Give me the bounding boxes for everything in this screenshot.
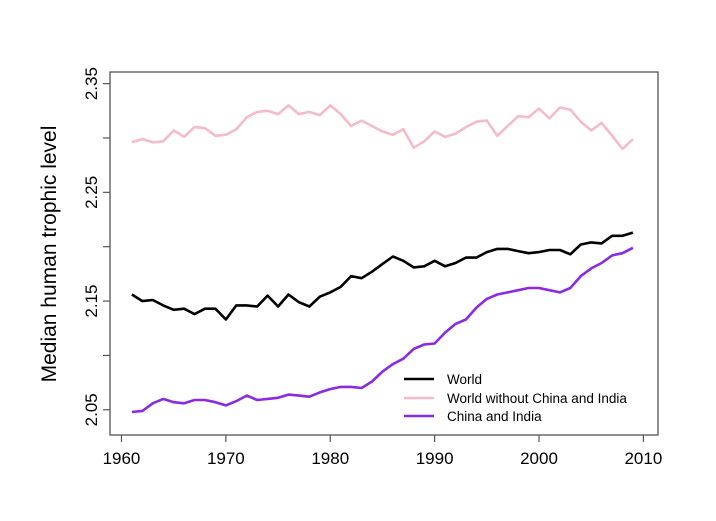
legend: World World without China and India Chin…: [404, 372, 627, 424]
x-tick-label: 2010: [624, 449, 662, 468]
y-tick-label: 2.05: [82, 393, 101, 426]
x-axis: 1960 1970 1980 1990 2000 2010: [103, 435, 662, 468]
series-line-china-and-india: [131, 246, 634, 414]
plot-frame: [109, 71, 659, 436]
x-tick-label: 1980: [311, 449, 349, 468]
y-tick-label: 2.15: [82, 285, 101, 318]
x-tick-label: 1990: [416, 449, 454, 468]
series-lines: [131, 104, 634, 414]
series-line-world-without-china-and-india: [131, 104, 634, 151]
y-tick-label: 2.25: [82, 176, 101, 209]
y-axis: 2.05 2.15 2.25 2.35: [82, 67, 110, 426]
legend-label-china-india: China and India: [447, 409, 542, 424]
y-tick-label: 2.35: [82, 67, 101, 100]
series-line-world: [131, 231, 634, 321]
legend-label-world-without-china-india: World without China and India: [447, 391, 627, 406]
x-tick-label: 2000: [520, 449, 558, 468]
x-tick-label: 1960: [103, 449, 141, 468]
x-tick-label: 1970: [207, 449, 245, 468]
y-axis-label: Median human trophic level: [38, 126, 61, 383]
legend-label-world: World: [447, 372, 482, 387]
